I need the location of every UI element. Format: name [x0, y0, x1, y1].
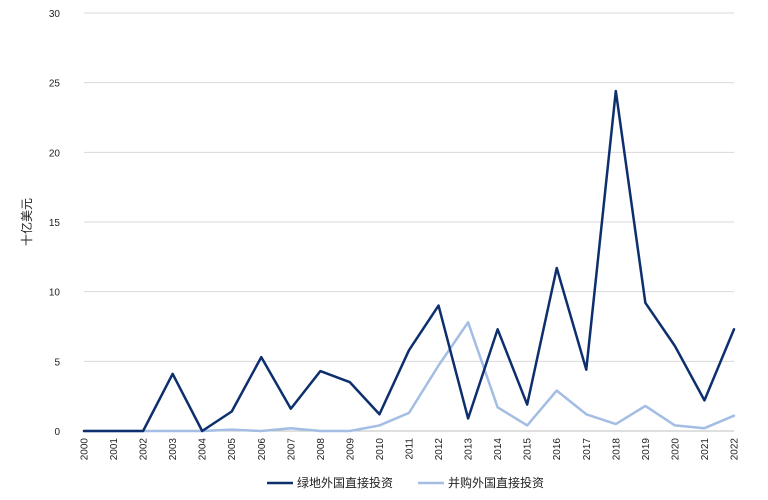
y-tick-label: 5	[54, 357, 60, 368]
gridlines	[84, 12, 734, 432]
y-axis-label: 十亿美元	[19, 198, 34, 246]
x-tick-label: 2004	[198, 438, 209, 461]
y-tick-label: 15	[49, 218, 61, 229]
x-tick-label: 2010	[375, 438, 386, 461]
x-tick-label: 2005	[227, 438, 238, 461]
x-tick-label: 2002	[139, 438, 150, 461]
series-lines	[82, 89, 736, 433]
legend-label: 并购外国直接投资	[448, 475, 544, 490]
x-tick-label: 2003	[168, 438, 179, 461]
x-axis-ticks: 2000 2001 2002 2003 2004 2005 2006 2007 2008 2009…	[80, 438, 741, 461]
x-tick-label: 2009	[345, 438, 356, 461]
x-tick-label: 2011	[405, 438, 416, 460]
x-tick-label: 2006	[257, 438, 268, 461]
x-tick-label: 2001	[109, 438, 120, 461]
y-tick-label: 0	[54, 427, 60, 438]
x-tick-label: 2018	[611, 438, 622, 461]
x-tick-label: 2020	[670, 438, 681, 461]
y-tick-label: 25	[49, 79, 61, 90]
y-tick-label: 20	[49, 148, 61, 159]
series-line-2	[82, 321, 736, 433]
x-tick-label: 2014	[493, 438, 504, 461]
y-axis-ticks: 0 5 10 15 20 25 30	[49, 9, 61, 438]
y-tick-label: 10	[49, 288, 61, 299]
x-tick-label: 2017	[582, 438, 593, 461]
legend: 绿地外国直接投资 并购外国直接投资	[267, 475, 544, 490]
x-tick-label: 2016	[552, 438, 563, 461]
x-tick-label: 2007	[286, 438, 297, 461]
x-tick-label: 2015	[523, 438, 534, 461]
x-tick-label: 2021	[700, 438, 711, 461]
series-line-1	[82, 89, 736, 433]
y-tick-label: 30	[49, 9, 61, 20]
x-tick-label: 2013	[464, 438, 475, 461]
x-tick-label: 2000	[80, 438, 91, 461]
x-tick-label: 2019	[641, 438, 652, 461]
x-tick-label: 2012	[434, 438, 445, 461]
legend-label: 绿地外国直接投资	[297, 475, 393, 490]
x-tick-label: 2022	[730, 438, 741, 461]
x-tick-label: 2008	[316, 438, 327, 461]
